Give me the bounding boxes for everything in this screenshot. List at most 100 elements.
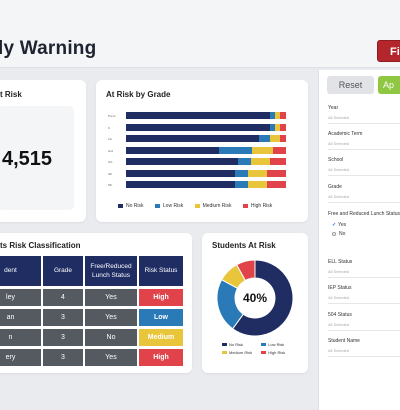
bar-segment-no-risk[interactable]: [126, 146, 219, 154]
bar-segment-low-risk[interactable]: [234, 169, 248, 177]
bar-segment-medium-risk[interactable]: [252, 146, 274, 154]
bar-chart-title: At Risk by Grade: [106, 90, 171, 99]
bar-segment-high-risk[interactable]: [273, 146, 286, 154]
bar-row: [126, 112, 286, 119]
legend-low-risk: Low Risk: [154, 203, 184, 209]
bar-segment-medium-risk[interactable]: [250, 158, 270, 165]
filter-select[interactable]: All Selected: [328, 348, 400, 357]
bar-segment-no-risk[interactable]: [126, 158, 238, 165]
apply-button[interactable]: Ap: [378, 76, 400, 94]
bar-row: [126, 123, 286, 131]
legend-swatch: [261, 343, 267, 347]
filter-option-no[interactable]: No: [332, 231, 345, 237]
reset-button[interactable]: Reset: [327, 76, 374, 94]
filter-sidebar: [318, 70, 400, 410]
bar-segment-low-risk[interactable]: [238, 158, 251, 165]
donut-chart: 40%: [216, 259, 294, 336]
bar-segment-medium-risk[interactable]: [274, 123, 280, 131]
legend-swatch: [222, 351, 227, 355]
bar-row: [126, 181, 286, 188]
bar-category-label: 4th: [108, 171, 113, 176]
kpi-card: t Risk 4,515: [0, 80, 86, 222]
filter-button[interactable]: Fil: [377, 40, 400, 62]
filter-select[interactable]: All Selected: [328, 269, 400, 278]
table-cell: 4: [43, 289, 83, 306]
legend-swatch: [118, 203, 123, 208]
bar-row: [126, 158, 286, 165]
table-header-cell[interactable]: Free/Reduced Lunch Status: [85, 256, 137, 286]
filter-option-yes[interactable]: ✓ Yes: [332, 222, 346, 228]
legend-medium-risk: Medium Risk: [222, 350, 260, 355]
donut-hole: [235, 278, 275, 318]
bar-segment-medium-risk[interactable]: [247, 181, 267, 188]
bar-segment-no-risk[interactable]: [126, 169, 235, 177]
filter-label: ELL Status: [328, 259, 353, 265]
table-header-cell[interactable]: Risk Status: [139, 256, 183, 286]
risk-status-badge: High: [139, 349, 183, 366]
kpi-value: 4,515: [2, 148, 53, 170]
filter-option-label: Yes: [338, 222, 347, 228]
filter-label: 504 Status: [328, 312, 352, 318]
bar-segment-no-risk[interactable]: [126, 123, 270, 131]
filter-select[interactable]: All Selected: [328, 322, 400, 331]
legend-label: No Risk: [229, 342, 244, 347]
bar-segment-medium-risk[interactable]: [247, 169, 267, 177]
filter-select[interactable]: All Selected: [328, 194, 400, 203]
table-cell: Yes: [85, 309, 137, 326]
legend-label: Medium Risk: [229, 350, 253, 355]
filter-label: Grade: [328, 184, 342, 190]
legend-swatch: [194, 203, 200, 208]
bar-category-label: 1st: [108, 137, 113, 141]
legend-label: Low Risk: [162, 203, 184, 209]
filter-label: Academic Term: [328, 131, 363, 137]
table-header-cell[interactable]: dent: [0, 256, 41, 286]
legend-label: No Risk: [126, 203, 144, 209]
legend-high-risk: High Risk: [261, 350, 285, 355]
bar-segment-medium-risk[interactable]: [270, 135, 280, 142]
bar-category-label: 3rd: [108, 160, 113, 164]
bar-segment-low-risk[interactable]: [258, 135, 270, 142]
bar-row: [126, 169, 286, 177]
filter-select[interactable]: All Selected: [328, 167, 400, 176]
table-cell: 3: [43, 309, 83, 326]
bar-segment-no-risk[interactable]: [126, 135, 259, 142]
bar-segment-low-risk[interactable]: [270, 123, 275, 131]
check-icon: ✓: [332, 222, 337, 228]
kpi-title: t Risk: [0, 90, 22, 99]
legend-medium-risk: Medium Risk: [194, 203, 232, 209]
filter-label: Year: [328, 105, 339, 111]
bar-segment-high-risk[interactable]: [266, 169, 286, 177]
filter-select[interactable]: All Selected: [328, 141, 400, 150]
table-cell: n: [0, 329, 41, 346]
legend-label: Low Risk: [268, 342, 285, 347]
bar-segment-high-risk[interactable]: [279, 123, 286, 131]
legend-swatch: [222, 343, 227, 347]
kpi-value-box: 4,515: [0, 106, 74, 210]
filter-label: School: [328, 157, 344, 163]
bar-segment-medium-risk[interactable]: [274, 112, 280, 119]
bar-segment-high-risk[interactable]: [279, 112, 286, 119]
bar-segment-low-risk[interactable]: [270, 112, 275, 119]
bar-segment-low-risk[interactable]: [218, 146, 253, 154]
page-title: ly Warning: [0, 38, 97, 59]
donut-legend-row-2: Medium Risk High Risk: [222, 350, 302, 355]
table-cell: ley: [0, 289, 41, 306]
bar-segment-low-risk[interactable]: [234, 181, 248, 188]
legend-label: High Risk: [268, 350, 286, 355]
risk-status-badge: Medium: [139, 329, 183, 346]
bar-segment-high-risk[interactable]: [279, 135, 286, 142]
bar-segment-no-risk[interactable]: [126, 112, 270, 119]
table-header-cell[interactable]: Grade: [43, 256, 83, 286]
filter-select[interactable]: All Selected: [328, 295, 400, 304]
filter-label: IEP Status: [328, 285, 352, 291]
donut-legend-row-1: No Risk Low Risk: [222, 342, 302, 347]
bar-segment-high-risk[interactable]: [266, 181, 286, 188]
legend-label: High Risk: [250, 203, 273, 209]
legend-swatch: [242, 203, 248, 208]
bar-segment-no-risk[interactable]: [126, 181, 235, 188]
table-cell: Yes: [85, 289, 137, 306]
bar-segment-high-risk[interactable]: [270, 158, 286, 165]
table-cell: 3: [43, 349, 83, 366]
filter-select[interactable]: All Selected: [328, 115, 400, 124]
table-cell: Yes: [85, 349, 137, 366]
